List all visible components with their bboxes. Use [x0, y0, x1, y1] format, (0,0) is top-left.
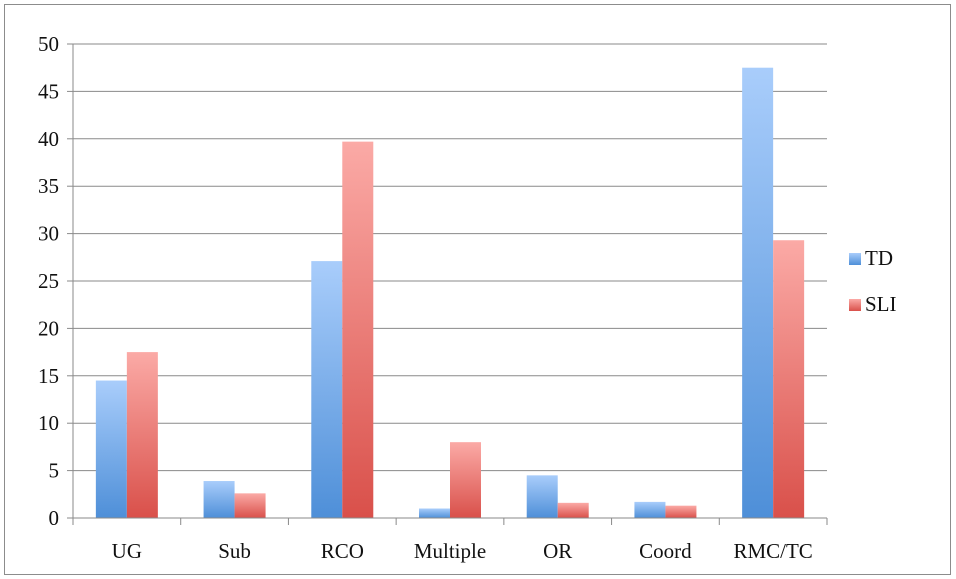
y-tick-label: 40	[38, 127, 59, 151]
y-tick-label: 50	[38, 32, 59, 56]
x-tick-label-coord: Coord	[639, 539, 692, 563]
y-tick-label: 0	[49, 506, 60, 530]
bar-td-coord	[634, 501, 666, 518]
legend: TD SLI	[849, 246, 897, 316]
bar-sli-multiple	[450, 442, 481, 518]
x-tick-label-or: OR	[543, 539, 572, 563]
bar-sli-rmc-tc	[773, 240, 805, 518]
y-tick-label: 25	[38, 269, 59, 293]
y-tick-label: 10	[38, 411, 59, 435]
x-tick-label-rco: RCO	[321, 539, 364, 563]
bar-td-rco	[311, 261, 343, 518]
legend-label-sli: SLI	[865, 292, 897, 316]
y-tick-label: 30	[38, 222, 59, 246]
y-tick-label: 45	[38, 79, 59, 103]
x-tick-label-multiple: Multiple	[414, 539, 486, 563]
bar-sli-or	[557, 502, 589, 518]
bar-td-or	[526, 475, 558, 518]
bar-sli-rco	[342, 141, 374, 519]
y-tick-label: 15	[38, 364, 59, 388]
bars	[95, 67, 805, 519]
x-tick-label-sub: Sub	[218, 539, 251, 563]
bar-chart: 0 5 10 15 20 25 30 35 40 45 50 UG Sub RCO Multiple OR C…	[38, 32, 897, 563]
x-tick-labels: UG Sub RCO Multiple OR Coord RMC/TC	[112, 539, 813, 563]
legend-swatch-td	[849, 253, 861, 265]
bar-sli-coord	[665, 505, 697, 518]
bar-sli-ug	[126, 352, 158, 518]
y-tick-label: 20	[38, 316, 59, 340]
bar-td-ug	[95, 380, 127, 518]
legend-label-td: TD	[865, 246, 893, 270]
bar-td-multiple	[419, 508, 450, 518]
gridlines	[73, 43, 827, 472]
y-tick-label: 5	[49, 459, 60, 483]
bar-td-sub	[203, 481, 235, 518]
legend-swatch-sli	[849, 299, 861, 311]
bar-sli-sub	[234, 493, 266, 518]
x-tick-label-rmc-tc: RMC/TC	[733, 539, 812, 563]
y-tick-label: 35	[38, 174, 59, 198]
x-tick-label-ug: UG	[112, 539, 142, 563]
axes	[67, 43, 828, 525]
y-tick-labels: 0 5 10 15 20 25 30 35 40 45 50	[38, 32, 59, 530]
chart-frame: 0 5 10 15 20 25 30 35 40 45 50 UG Sub RCO Multiple OR C…	[4, 4, 951, 575]
bar-td-rmc-tc	[742, 67, 774, 518]
